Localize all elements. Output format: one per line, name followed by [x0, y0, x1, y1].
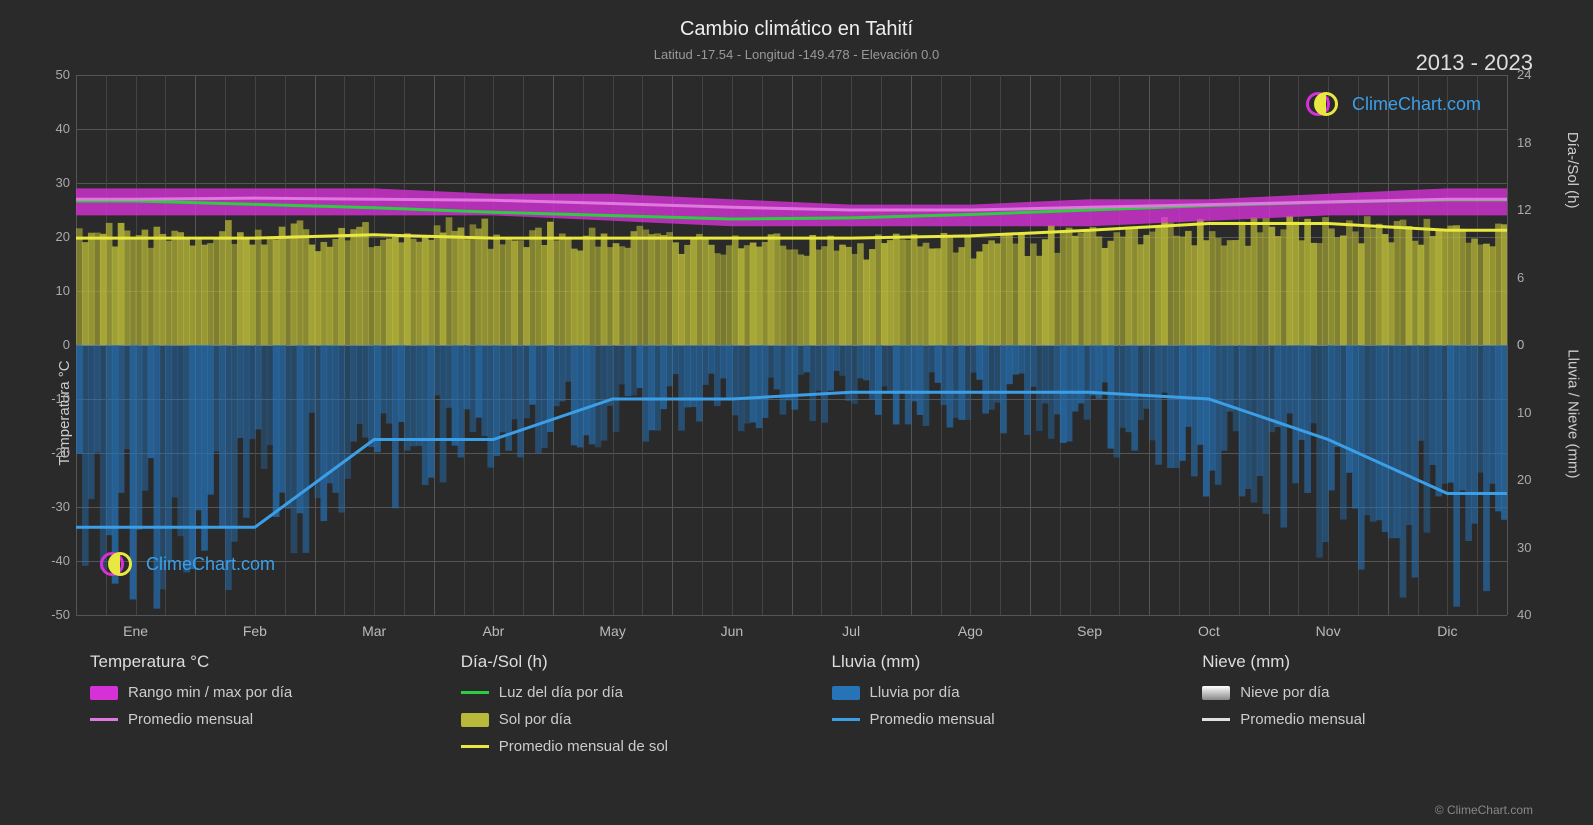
y-axis-right-bottom-title: Lluvia / Nieve (mm)	[1565, 349, 1582, 478]
swatch-icon	[461, 713, 489, 727]
month-label: Mar	[362, 623, 386, 639]
y-tick-label: -30	[42, 499, 70, 514]
month-label: Feb	[243, 623, 267, 639]
watermark-text: ClimeChart.com	[1352, 94, 1481, 115]
y-axis-right-top-title: Día-/Sol (h)	[1565, 132, 1582, 209]
logo-icon	[1306, 92, 1344, 116]
plot-area	[76, 75, 1507, 615]
y-tick-label: 40	[42, 121, 70, 136]
y-tick-label: 50	[42, 67, 70, 82]
y-right-tick-label: 12	[1517, 202, 1531, 217]
line-icon	[90, 718, 118, 721]
month-label: Dic	[1437, 623, 1457, 639]
legend-item: Sol por día	[461, 711, 792, 728]
line-icon	[832, 718, 860, 721]
swatch-icon	[90, 686, 118, 700]
watermark-bottom: ClimeChart.com	[100, 552, 275, 576]
month-label: Jun	[721, 623, 744, 639]
legend-header: Día-/Sol (h)	[461, 652, 792, 672]
month-label: Abr	[482, 623, 504, 639]
y-tick-label: -20	[42, 445, 70, 460]
legend-label: Promedio mensual de sol	[499, 738, 668, 755]
legend-label: Rango min / max por día	[128, 684, 292, 701]
y-right-tick-label: 30	[1517, 540, 1531, 555]
watermark-top: ClimeChart.com	[1306, 92, 1481, 116]
month-label: Nov	[1316, 623, 1341, 639]
y-right-tick-label: 20	[1517, 472, 1531, 487]
legend-label: Luz del día por día	[499, 684, 623, 701]
legend-item: Promedio mensual	[832, 711, 1163, 728]
year-range: 2013 - 2023	[1416, 50, 1533, 76]
y-right-tick-label: 18	[1517, 135, 1531, 150]
swatch-icon	[832, 686, 860, 700]
legend-label: Promedio mensual	[870, 711, 995, 728]
copyright: © ClimeChart.com	[1435, 803, 1533, 817]
swatch-icon	[1202, 686, 1230, 700]
data-layer	[76, 75, 1507, 615]
month-label: May	[599, 623, 625, 639]
month-label: Sep	[1077, 623, 1102, 639]
legend-item: Lluvia por día	[832, 684, 1163, 701]
month-label: Ago	[958, 623, 983, 639]
legend-label: Promedio mensual	[128, 711, 253, 728]
y-right-tick-label: 0	[1517, 337, 1524, 352]
y-tick-label: 10	[42, 283, 70, 298]
chart-subtitle: Latitud -17.54 - Longitud -149.478 - Ele…	[0, 47, 1593, 62]
y-tick-label: 30	[42, 175, 70, 190]
logo-icon	[100, 552, 138, 576]
chart-title: Cambio climático en Tahití	[0, 0, 1593, 41]
line-icon	[461, 691, 489, 694]
y-tick-label: 0	[42, 337, 70, 352]
y-right-tick-label: 40	[1517, 607, 1531, 622]
legend-item: Promedio mensual de sol	[461, 738, 792, 755]
y-tick-label: -50	[42, 607, 70, 622]
line-icon	[461, 745, 489, 748]
legend-header: Lluvia (mm)	[832, 652, 1163, 672]
legend-col-rain: Lluvia (mm) Lluvia por día Promedio mens…	[832, 652, 1163, 765]
watermark-text: ClimeChart.com	[146, 554, 275, 575]
y-right-tick-label: 6	[1517, 270, 1524, 285]
line-icon	[1202, 718, 1230, 721]
month-label: Ene	[123, 623, 148, 639]
month-label: Oct	[1198, 623, 1220, 639]
legend-col-snow: Nieve (mm) Nieve por día Promedio mensua…	[1202, 652, 1533, 765]
legend-header: Nieve (mm)	[1202, 652, 1533, 672]
legend-item: Promedio mensual	[90, 711, 421, 728]
y-tick-label: -40	[42, 553, 70, 568]
legend-label: Nieve por día	[1240, 684, 1329, 701]
legend-label: Sol por día	[499, 711, 572, 728]
y-tick-label: -10	[42, 391, 70, 406]
legend-label: Lluvia por día	[870, 684, 960, 701]
legend-header: Temperatura °C	[90, 652, 421, 672]
legend: Temperatura °C Rango min / max por día P…	[90, 652, 1533, 765]
legend-label: Promedio mensual	[1240, 711, 1365, 728]
climate-chart: Cambio climático en Tahití Latitud -17.5…	[0, 0, 1593, 825]
y-right-tick-label: 24	[1517, 67, 1531, 82]
legend-col-temp: Temperatura °C Rango min / max por día P…	[90, 652, 421, 765]
legend-item: Rango min / max por día	[90, 684, 421, 701]
y-right-tick-label: 10	[1517, 405, 1531, 420]
legend-item: Luz del día por día	[461, 684, 792, 701]
month-label: Jul	[842, 623, 860, 639]
legend-item: Nieve por día	[1202, 684, 1533, 701]
legend-col-sun: Día-/Sol (h) Luz del día por día Sol por…	[461, 652, 792, 765]
legend-item: Promedio mensual	[1202, 711, 1533, 728]
y-tick-label: 20	[42, 229, 70, 244]
